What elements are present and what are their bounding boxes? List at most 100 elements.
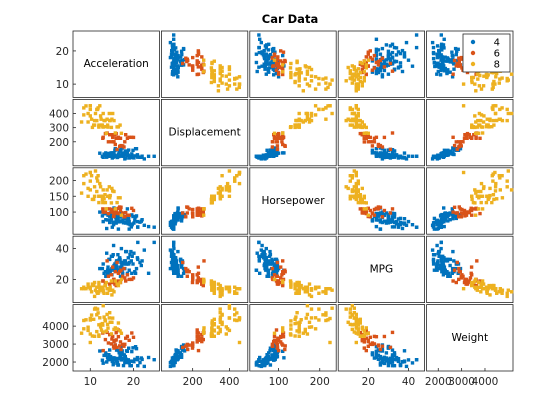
- point-cyl-4: [390, 357, 395, 362]
- point-cyl-6: [196, 50, 201, 54]
- point-cyl-6: [118, 136, 123, 140]
- point-cyl-4: [176, 274, 180, 278]
- point-cyl-8: [82, 318, 86, 323]
- point-cyl-4: [132, 251, 136, 255]
- point-cyl-8: [360, 61, 364, 66]
- point-cyl-4: [378, 212, 383, 217]
- point-cyl-4: [431, 257, 436, 262]
- point-cyl-4: [124, 221, 128, 225]
- point-cyl-4: [179, 355, 183, 359]
- point-cyl-6: [121, 342, 125, 347]
- point-cyl-8: [356, 188, 360, 192]
- point-cyl-6: [272, 53, 277, 58]
- point-cyl-6: [468, 276, 473, 280]
- point-cyl-4: [176, 249, 180, 254]
- point-cyl-8: [210, 330, 214, 334]
- point-cyl-8: [218, 327, 222, 332]
- point-cyl-6: [457, 277, 461, 282]
- point-cyl-8: [485, 117, 489, 121]
- point-cyl-8: [348, 179, 352, 183]
- point-cyl-4: [265, 353, 269, 357]
- point-cyl-4: [376, 48, 381, 52]
- point-cyl-6: [274, 341, 279, 345]
- point-cyl-4: [113, 262, 117, 266]
- point-cyl-8: [295, 283, 299, 288]
- point-cyl-4: [117, 356, 121, 361]
- point-cyl-4: [135, 153, 140, 157]
- point-cyl-6: [181, 260, 185, 265]
- point-cyl-8: [358, 125, 362, 129]
- point-cyl-4: [443, 215, 447, 219]
- point-cyl-8: [473, 201, 477, 205]
- point-cyl-4: [439, 58, 443, 62]
- point-cyl-8: [309, 79, 314, 83]
- point-cyl-8: [358, 200, 362, 205]
- point-cyl-8: [101, 304, 105, 308]
- point-cyl-4: [439, 225, 443, 229]
- point-cyl-8: [350, 176, 354, 180]
- point-cyl-8: [321, 313, 325, 317]
- point-cyl-4: [105, 218, 110, 222]
- point-cyl-4: [104, 218, 108, 222]
- point-cyl-4: [386, 63, 391, 67]
- point-cyl-4: [380, 62, 385, 67]
- point-cyl-4: [390, 218, 395, 222]
- point-cyl-4: [263, 253, 267, 257]
- point-cyl-4: [267, 70, 271, 74]
- point-cyl-4: [267, 274, 271, 278]
- point-cyl-8: [354, 75, 358, 79]
- point-cyl-8: [360, 80, 364, 85]
- point-cyl-4: [281, 349, 285, 353]
- point-cyl-8: [324, 87, 328, 91]
- point-cyl-4: [380, 361, 385, 365]
- point-cyl-4: [139, 155, 143, 159]
- point-cyl-4: [431, 253, 436, 257]
- point-cyl-4: [172, 240, 176, 245]
- point-cyl-4: [118, 256, 122, 260]
- panel-acceleration-vs-acceleration: [72, 30, 160, 98]
- point-cyl-8: [473, 125, 477, 130]
- point-cyl-4: [446, 257, 450, 262]
- point-cyl-4: [380, 75, 385, 79]
- point-cyl-8: [109, 201, 114, 205]
- point-cyl-4: [111, 361, 116, 365]
- point-cyl-8: [97, 123, 101, 127]
- point-cyl-8: [493, 82, 497, 86]
- point-cyl-4: [378, 52, 383, 56]
- point-cyl-8: [113, 207, 117, 211]
- point-cyl-4: [114, 348, 119, 352]
- point-cyl-4: [272, 60, 276, 65]
- point-cyl-6: [118, 344, 122, 348]
- point-cyl-8: [473, 131, 478, 135]
- point-cyl-8: [98, 325, 103, 329]
- point-cyl-8: [281, 131, 285, 135]
- point-cyl-4: [135, 219, 140, 224]
- point-cyl-4: [276, 266, 281, 271]
- point-cyl-8: [479, 87, 484, 91]
- point-cyl-4: [386, 363, 391, 368]
- point-cyl-4: [101, 219, 105, 224]
- point-cyl-8: [494, 75, 498, 79]
- point-cyl-8: [293, 287, 297, 291]
- point-cyl-6: [360, 211, 364, 215]
- point-cyl-8: [362, 131, 366, 135]
- point-cyl-6: [276, 279, 280, 283]
- point-cyl-8: [288, 66, 293, 70]
- point-cyl-6: [270, 344, 275, 348]
- point-cyl-8: [110, 186, 114, 191]
- point-cyl-4: [113, 148, 117, 152]
- point-cyl-8: [352, 67, 356, 72]
- point-cyl-4: [257, 359, 261, 364]
- point-cyl-8: [324, 81, 328, 85]
- point-cyl-8: [227, 67, 232, 72]
- point-cyl-4: [146, 355, 151, 360]
- point-cyl-6: [380, 344, 385, 348]
- point-cyl-6: [475, 259, 479, 263]
- point-cyl-8: [212, 75, 216, 80]
- point-cyl-8: [481, 84, 486, 88]
- point-cyl-4: [451, 249, 455, 254]
- point-cyl-4: [443, 211, 447, 215]
- point-cyl-4: [124, 360, 128, 364]
- point-cyl-4: [264, 46, 268, 50]
- point-cyl-8: [500, 118, 505, 123]
